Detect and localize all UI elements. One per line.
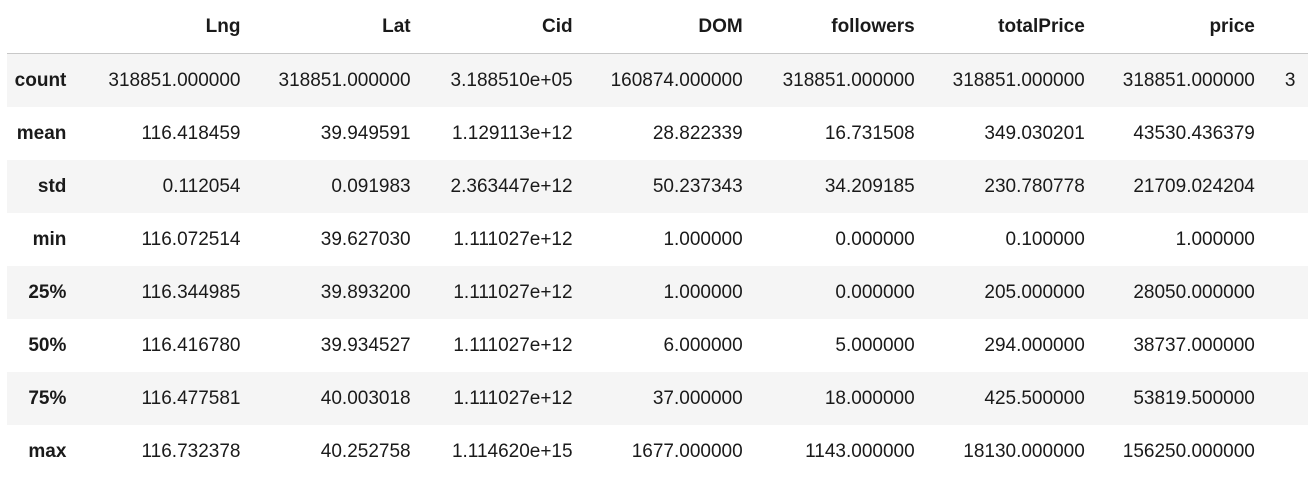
row-label: 50% xyxy=(28,334,67,356)
table-cell: 18130.000000 xyxy=(963,440,1085,462)
table-cell: 1.000000 xyxy=(663,281,743,303)
table-cell: 318851.000000 xyxy=(1122,69,1255,91)
table-row: 75% 116.477581 40.003018 1.111027e+12 37… xyxy=(7,372,1308,425)
table-cell: 1.129113e+12 xyxy=(451,122,573,144)
table-cell: 28050.000000 xyxy=(1133,281,1255,303)
column-header: price xyxy=(1098,0,1269,54)
describe-table: Lng Lat Cid DOM followers totalPrice pri… xyxy=(7,0,1308,477)
table-cell: 205.000000 xyxy=(984,281,1085,303)
table-cell: 318851.000000 xyxy=(952,69,1085,91)
table-cell: 1.111027e+12 xyxy=(453,281,573,303)
table-cell: 116.477581 xyxy=(141,387,241,409)
table-cell: 39.893200 xyxy=(320,281,411,303)
row-label: max xyxy=(28,440,67,462)
table-cell: 40.252758 xyxy=(320,440,411,462)
table-cell: 39.627030 xyxy=(320,228,411,250)
table-cell: 37.000000 xyxy=(652,387,743,409)
table-cell: 2.363447e+12 xyxy=(450,175,573,197)
column-header: totalPrice xyxy=(928,0,1099,54)
table-row: std 0.112054 0.091983 2.363447e+12 50.23… xyxy=(7,160,1308,213)
row-label: 25% xyxy=(28,281,67,303)
table-cell: 230.780778 xyxy=(984,175,1085,197)
table-cell-cutoff xyxy=(1269,372,1308,425)
table-row: count 318851.000000 318851.000000 3.1885… xyxy=(7,53,1308,107)
table-cell: 53819.500000 xyxy=(1133,387,1255,409)
row-label: 75% xyxy=(28,387,67,409)
column-header: Lat xyxy=(254,0,425,54)
row-label: std xyxy=(37,175,67,197)
table-cell: 28.822339 xyxy=(652,122,743,144)
column-header: DOM xyxy=(586,0,757,54)
column-header-cutoff xyxy=(1268,0,1308,54)
table-cell-cutoff: 3 xyxy=(1284,69,1296,91)
table-cell: 1677.000000 xyxy=(631,440,743,462)
table-cell: 1.000000 xyxy=(663,228,743,250)
table-cell: 16.731508 xyxy=(824,122,915,144)
table-cell: 294.000000 xyxy=(984,334,1085,356)
column-header: Cid xyxy=(424,0,587,54)
table-cell: 116.344985 xyxy=(141,281,241,303)
table-cell: 0.000000 xyxy=(835,228,915,250)
row-label: count xyxy=(14,69,67,91)
table-cell: 43530.436379 xyxy=(1133,122,1255,144)
index-header xyxy=(7,0,85,54)
table-cell: 1.111027e+12 xyxy=(453,387,573,409)
table-cell: 34.209185 xyxy=(824,175,915,197)
row-label: mean xyxy=(16,122,67,144)
table-cell: 0.091983 xyxy=(331,175,411,197)
table-cell-cutoff xyxy=(1269,160,1308,213)
table-cell: 1.111027e+12 xyxy=(453,228,573,250)
table-cell: 38737.000000 xyxy=(1133,334,1255,356)
table-cell: 50.237343 xyxy=(652,175,743,197)
table-cell-cutoff xyxy=(1269,213,1308,266)
table-cell: 318851.000000 xyxy=(782,69,915,91)
table-cell-cutoff xyxy=(1269,319,1308,372)
table-cell: 116.416780 xyxy=(141,334,241,356)
table-cell: 318851.000000 xyxy=(108,69,241,91)
row-label: min xyxy=(32,228,67,250)
table-row: min 116.072514 39.627030 1.111027e+12 1.… xyxy=(7,213,1308,266)
table-cell: 21709.024204 xyxy=(1133,175,1255,197)
table-cell: 116.418459 xyxy=(141,122,241,144)
table-cell: 0.100000 xyxy=(1005,228,1085,250)
table-cell: 1143.000000 xyxy=(805,440,915,462)
table-cell: 0.000000 xyxy=(835,281,915,303)
table-cell-cutoff xyxy=(1269,266,1308,319)
table-row: max 116.732378 40.252758 1.114620e+15 16… xyxy=(7,425,1308,477)
table-cell: 116.732378 xyxy=(141,440,241,462)
table-cell: 6.000000 xyxy=(663,334,743,356)
table-row: 50% 116.416780 39.934527 1.111027e+12 6.… xyxy=(7,319,1308,372)
table-cell: 18.000000 xyxy=(824,387,915,409)
column-header: followers xyxy=(756,0,929,54)
table-cell: 40.003018 xyxy=(320,387,411,409)
table-cell: 3.188510e+05 xyxy=(450,69,573,91)
header-row: Lng Lat Cid DOM followers totalPrice pri… xyxy=(7,0,1308,54)
table-row: 25% 116.344985 39.893200 1.111027e+12 1.… xyxy=(7,266,1308,319)
table-cell: 318851.000000 xyxy=(278,69,411,91)
column-header: Lng xyxy=(84,0,255,54)
table-cell: 425.500000 xyxy=(984,387,1085,409)
table-cell: 116.072514 xyxy=(141,228,241,250)
table-cell: 1.114620e+15 xyxy=(451,440,573,462)
table-cell-cutoff xyxy=(1269,107,1308,160)
table-cell: 0.112054 xyxy=(162,175,241,197)
table-cell: 349.030201 xyxy=(984,122,1085,144)
table-cell: 160874.000000 xyxy=(610,69,743,91)
table-cell: 1.000000 xyxy=(1175,228,1255,250)
table-cell: 39.949591 xyxy=(320,122,411,144)
table-cell-cutoff xyxy=(1269,425,1308,477)
table-cell: 156250.000000 xyxy=(1122,440,1255,462)
table-cell: 5.000000 xyxy=(835,334,915,356)
table-cell: 1.111027e+12 xyxy=(453,334,573,356)
table-row: mean 116.418459 39.949591 1.129113e+12 2… xyxy=(7,107,1308,160)
table-cell: 39.934527 xyxy=(320,334,411,356)
